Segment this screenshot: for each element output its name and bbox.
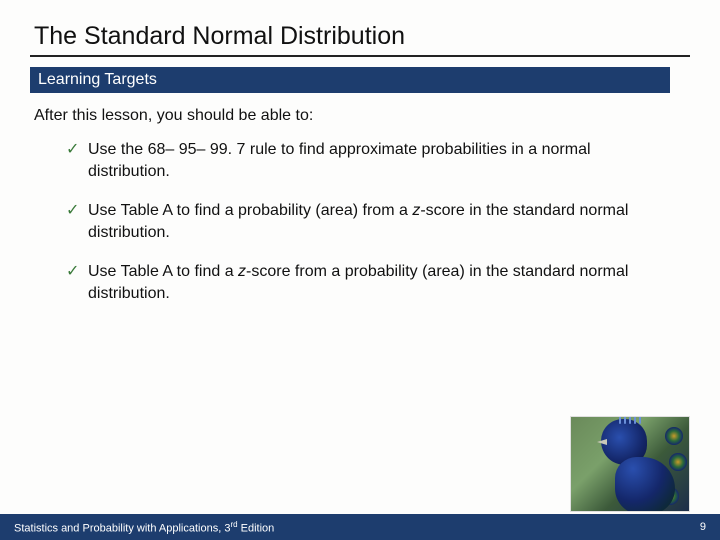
check-icon: ✓ [66, 139, 79, 161]
intro-text: After this lesson, you should be able to… [34, 107, 690, 125]
slide: The Standard Normal Distribution Learnin… [0, 0, 720, 540]
peacock-feather-icon [669, 453, 687, 471]
peacock-crest-icon [619, 416, 641, 424]
peacock-beak-icon [597, 439, 607, 445]
peacock-image [570, 416, 690, 512]
check-icon: ✓ [66, 261, 79, 283]
page-title: The Standard Normal Distribution [30, 22, 690, 57]
bullet-text-pre: Use Table A to find a probability (area)… [88, 202, 412, 219]
learning-targets-list: ✓ Use the 68– 95– 99. 7 rule to find app… [30, 139, 690, 323]
page-number: 9 [700, 521, 706, 533]
footer-bar: Statistics and Probability with Applicat… [0, 514, 720, 540]
peacock-feather-icon [665, 427, 683, 445]
footer-edition-tail: Edition [238, 522, 275, 534]
section-header: Learning Targets [30, 67, 670, 93]
footer-edition-sup: rd [230, 520, 237, 529]
footer-book-title: Statistics and Probability with Applicat… [14, 520, 274, 535]
list-item: ✓ Use Table A to find a probability (are… [66, 200, 660, 243]
bullet-text-pre: Use Table A to find a [88, 263, 238, 280]
list-item: ✓ Use Table A to find a z-score from a p… [66, 261, 660, 304]
list-item: ✓ Use the 68– 95– 99. 7 rule to find app… [66, 139, 660, 182]
footer-book-text: Statistics and Probability with Applicat… [14, 522, 230, 534]
peacock-feather-icon [661, 487, 679, 505]
bullet-text-italic: z [238, 263, 246, 280]
bullet-text: Use the 68– 95– 99. 7 rule to find appro… [88, 141, 591, 180]
check-icon: ✓ [66, 200, 79, 222]
